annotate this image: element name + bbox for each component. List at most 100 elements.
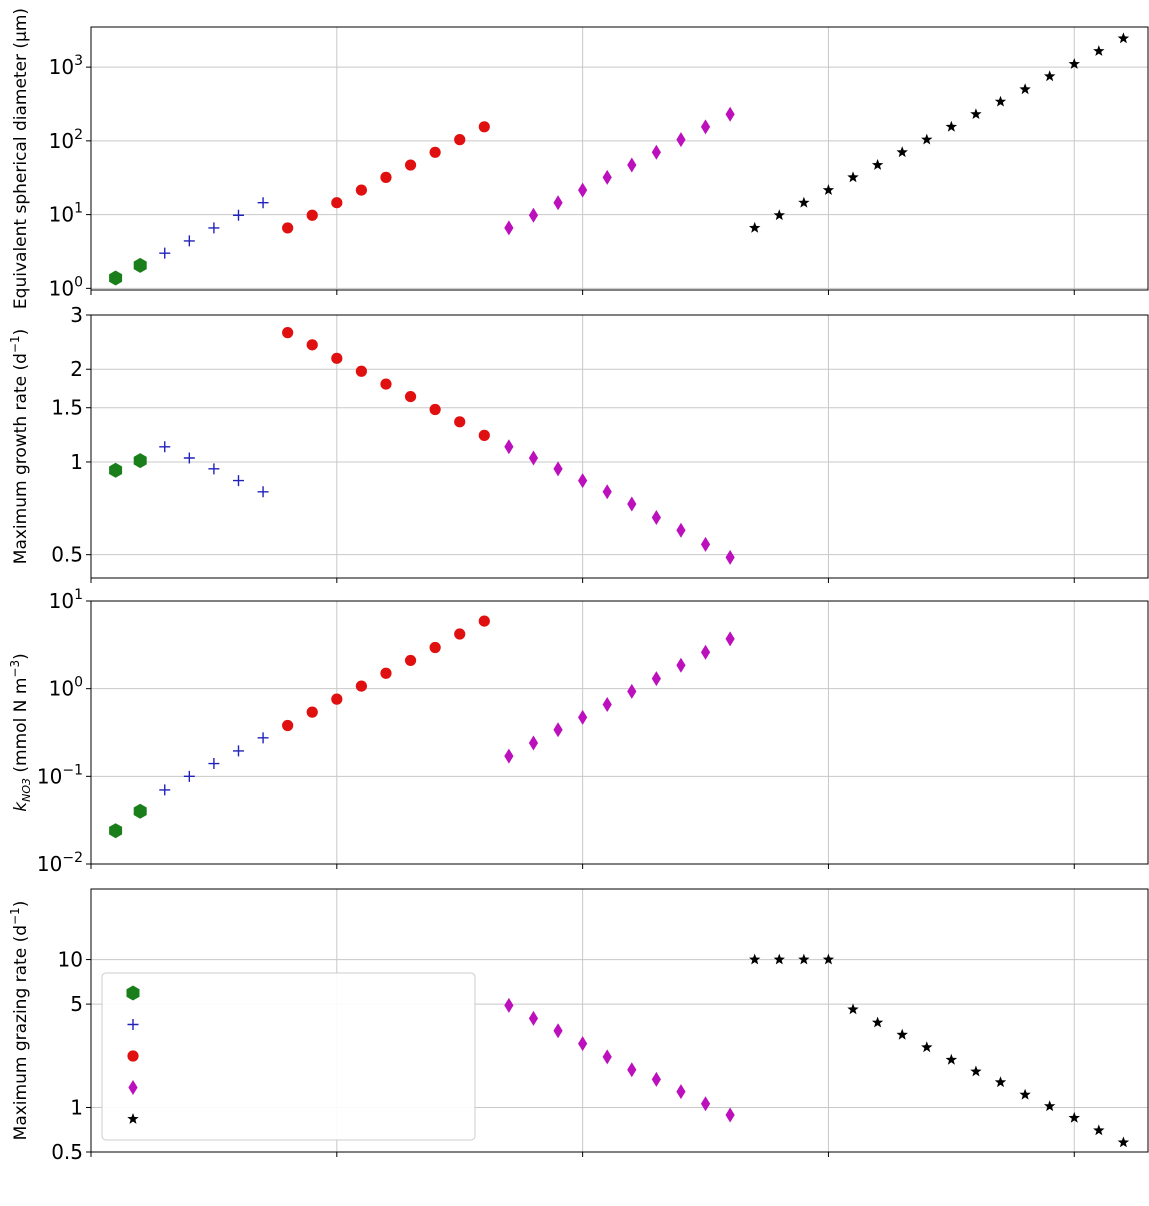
data-point (578, 1036, 588, 1052)
data-point (109, 270, 123, 286)
legend (101, 972, 476, 1141)
data-point (676, 522, 686, 538)
data-point (109, 462, 123, 478)
data-point (1093, 45, 1105, 56)
data-point (504, 439, 514, 455)
data-point (725, 1107, 735, 1123)
data-point (208, 463, 220, 475)
legend-marker (127, 1113, 139, 1124)
y-tick-label: 1 (70, 450, 83, 474)
data-point (331, 693, 343, 705)
y-tick-label: 101 (49, 201, 83, 227)
data-point (159, 784, 171, 796)
data-point (133, 257, 147, 273)
data-point (159, 441, 171, 453)
legend-marker (128, 1080, 138, 1095)
y-axis-label: Maximum growth rate (d−1) (8, 329, 31, 564)
y-axis-label: Equivalent spherical diameter (μm) (11, 8, 31, 309)
data-point (553, 722, 563, 738)
data-point (871, 1016, 884, 1028)
series-pico (109, 257, 147, 286)
data-point (627, 496, 637, 512)
series-pico (109, 453, 147, 478)
series-diatom (282, 615, 490, 732)
panel-d: 0.5 1 5 10 Maximum grazing rate (d−1) (8, 888, 1149, 1164)
y-tick-label: 102 (49, 127, 83, 153)
data-point (257, 732, 269, 744)
data-point (429, 641, 441, 654)
data-point (454, 416, 466, 428)
y-tick-label: 100 (49, 675, 83, 701)
data-point (355, 365, 367, 377)
y-tick-label: 1.5 (51, 396, 83, 420)
data-point (208, 222, 220, 234)
data-point (847, 1003, 859, 1015)
data-point (1019, 1088, 1031, 1100)
data-point (553, 195, 563, 211)
data-point (676, 1084, 686, 1100)
y-tick-label: 2 (70, 357, 83, 381)
data-point (306, 209, 318, 221)
data-point (1117, 32, 1130, 44)
data-point (651, 510, 661, 526)
data-point (773, 209, 785, 221)
data-point (404, 159, 417, 171)
data-point (478, 429, 490, 441)
data-point (725, 631, 735, 647)
data-point (257, 486, 269, 498)
series-mixo (504, 106, 735, 236)
data-point (602, 1049, 612, 1065)
data-point (578, 473, 588, 489)
series-pico (109, 803, 147, 839)
data-point (380, 171, 392, 183)
y-tick-label: 0.5 (51, 543, 83, 567)
data-point (871, 159, 884, 170)
data-point (478, 121, 490, 133)
data-point (1068, 1111, 1080, 1123)
data-point (454, 628, 466, 640)
data-point (945, 120, 958, 132)
data-point (1093, 1124, 1105, 1136)
data-point (651, 144, 661, 160)
legend-box (101, 972, 476, 1141)
y-axis-label: Maximum grazing rate (d−1) (8, 901, 31, 1141)
data-point (232, 745, 244, 757)
data-point (331, 197, 343, 209)
axes-frame (90, 600, 1149, 865)
data-point (651, 1071, 661, 1087)
data-point (183, 452, 195, 464)
data-point (725, 549, 735, 565)
data-point (798, 196, 810, 208)
y-tick-label: 1 (70, 1095, 83, 1119)
data-point (822, 184, 835, 195)
data-point (504, 220, 514, 236)
data-point (1117, 1136, 1130, 1148)
data-point (700, 119, 711, 135)
data-point (627, 683, 637, 699)
data-point (994, 1076, 1007, 1088)
data-point (1019, 83, 1031, 95)
data-point (1044, 70, 1056, 82)
data-point (553, 1023, 563, 1039)
y-tick-label: 100 (49, 274, 83, 300)
data-point (602, 169, 612, 185)
data-point (700, 644, 711, 660)
data-point (282, 327, 294, 339)
data-point (208, 758, 220, 770)
data-point (528, 1010, 539, 1026)
data-point (700, 536, 711, 552)
data-point (282, 222, 294, 234)
data-point (504, 748, 514, 764)
data-point (282, 719, 294, 732)
data-point (945, 1053, 958, 1065)
panel-c: 10−2 10−1 100 101 kNO3 (mmol N m−3) (8, 587, 1149, 876)
panel-b: 0.5 1 1.5 2 3 Maximum growth rate (d−1) (8, 303, 1149, 583)
legend-marker (127, 1050, 139, 1062)
data-point (454, 134, 466, 146)
data-point (578, 709, 588, 725)
series-mixo (504, 439, 735, 565)
data-point (676, 657, 686, 673)
data-point (232, 475, 244, 487)
series-mixo (504, 631, 735, 764)
